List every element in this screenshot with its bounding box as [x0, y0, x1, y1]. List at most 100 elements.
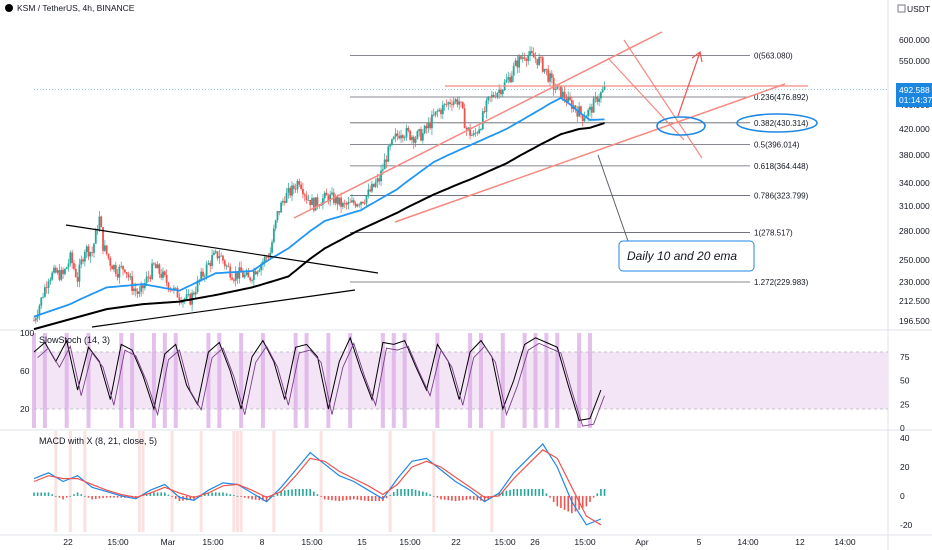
macd-cross-highlight — [388, 431, 392, 532]
candle-body — [282, 201, 284, 203]
candle-body — [432, 114, 435, 116]
stoch-highlight-bar — [217, 333, 222, 428]
macd-cross-highlight — [68, 431, 72, 532]
candle-body — [225, 265, 228, 267]
stoch-highlight-bar — [64, 333, 69, 428]
arrow-up-head — [691, 50, 703, 63]
macd-hist-bar — [323, 495, 326, 500]
candle-body — [147, 276, 150, 278]
macd-hist-bar — [465, 495, 468, 500]
candle-body — [407, 127, 410, 131]
candle-body — [178, 297, 181, 300]
macd-hist-bar — [338, 495, 341, 502]
macd-cross-highlight — [199, 431, 203, 532]
macd-hist-bar — [432, 495, 435, 497]
channel-top-line — [293, 31, 663, 219]
candle-body — [547, 69, 550, 82]
candle-body — [44, 287, 46, 297]
candle-body — [87, 246, 90, 257]
macd-cross-highlight — [54, 431, 58, 532]
lock-icon[interactable] — [897, 4, 906, 13]
fib-retracement: 0(563.080) 0.236(476.892) 0.382(430.314) 0.… — [350, 52, 809, 287]
candle-body — [49, 279, 52, 282]
macd-hist-bar — [174, 495, 177, 499]
candle-body — [91, 252, 94, 253]
candle-body — [309, 199, 312, 206]
candle-body — [327, 195, 330, 202]
candle-body — [367, 189, 370, 196]
candle-body — [36, 315, 39, 319]
candle-body — [389, 144, 392, 147]
candle-body — [451, 103, 453, 105]
candle-body — [489, 96, 491, 98]
macd-hist-bar — [62, 495, 64, 500]
candle-body — [102, 227, 104, 251]
candle-body — [305, 195, 308, 201]
macd-hist-bar — [331, 495, 333, 501]
macd-hist-bar — [363, 495, 366, 501]
macd-cross-highlight — [239, 431, 243, 532]
macd-right-tick: 0 — [900, 491, 905, 501]
candle-body — [183, 298, 186, 301]
macd-hist-bar — [109, 495, 112, 498]
candle-body — [258, 270, 261, 272]
candle-body — [271, 242, 273, 253]
callout-text: Daily 10 and 20 ema — [627, 249, 737, 263]
candle-body — [574, 105, 577, 110]
candle-body — [481, 111, 484, 130]
candle-body — [336, 196, 339, 205]
macd-hist-bar — [476, 495, 479, 501]
candle-body — [563, 91, 566, 99]
macd-hist-bar — [91, 495, 93, 500]
macd-hist-bar — [462, 495, 464, 501]
candle-body — [354, 203, 357, 207]
stoch-highlight-bar — [304, 333, 309, 428]
macd-hist-bar — [411, 489, 413, 496]
stoch-highlight-bar — [206, 333, 211, 428]
macd-hist-bar — [44, 492, 46, 496]
candle-body — [65, 267, 68, 269]
macd-hist-bar — [207, 492, 210, 496]
price-axis-label: 420.000 — [899, 124, 930, 134]
candle-body — [596, 96, 599, 102]
candle-body — [125, 272, 128, 275]
candle-body — [565, 98, 568, 102]
candle-body — [218, 256, 221, 259]
candle-body — [338, 197, 341, 205]
candle-body — [267, 257, 270, 258]
callout-box — [618, 240, 755, 272]
candle-body — [292, 185, 295, 189]
macd-right-tick: 40 — [900, 433, 910, 443]
candle-body — [252, 271, 255, 281]
candle-body — [142, 285, 144, 289]
stoch-k-line — [33, 336, 602, 421]
candle-body — [425, 125, 428, 129]
macd-hist-bar — [58, 495, 61, 498]
candle-body — [269, 252, 272, 258]
candle-body — [274, 220, 277, 229]
macd-hist-bar — [160, 492, 162, 496]
candle-body — [158, 264, 161, 274]
macd-hist-bar — [560, 495, 562, 509]
candle-body — [380, 170, 382, 182]
macd-hist-bar — [51, 494, 53, 496]
macd-hist-bar — [596, 493, 599, 496]
time-axis-label: 5 — [697, 537, 702, 547]
stoch-highlight-bar — [42, 333, 47, 428]
candle-body — [447, 102, 450, 105]
fib-label: 1.272(229.983) — [754, 278, 809, 287]
candle-body — [200, 271, 203, 280]
macd-hist-bar — [236, 495, 239, 497]
candle-body — [100, 216, 103, 228]
candle-body — [160, 273, 163, 278]
currency-label: USDT — [907, 4, 930, 14]
ksm-logo-icon — [5, 4, 13, 12]
candle-body — [583, 118, 586, 122]
candle-body — [356, 204, 359, 207]
fib-label: 0.236(476.892) — [754, 93, 809, 102]
macd-cross-highlight — [272, 431, 276, 532]
fib-label: 0.5(396.014) — [754, 141, 800, 150]
candle-body — [107, 253, 110, 258]
